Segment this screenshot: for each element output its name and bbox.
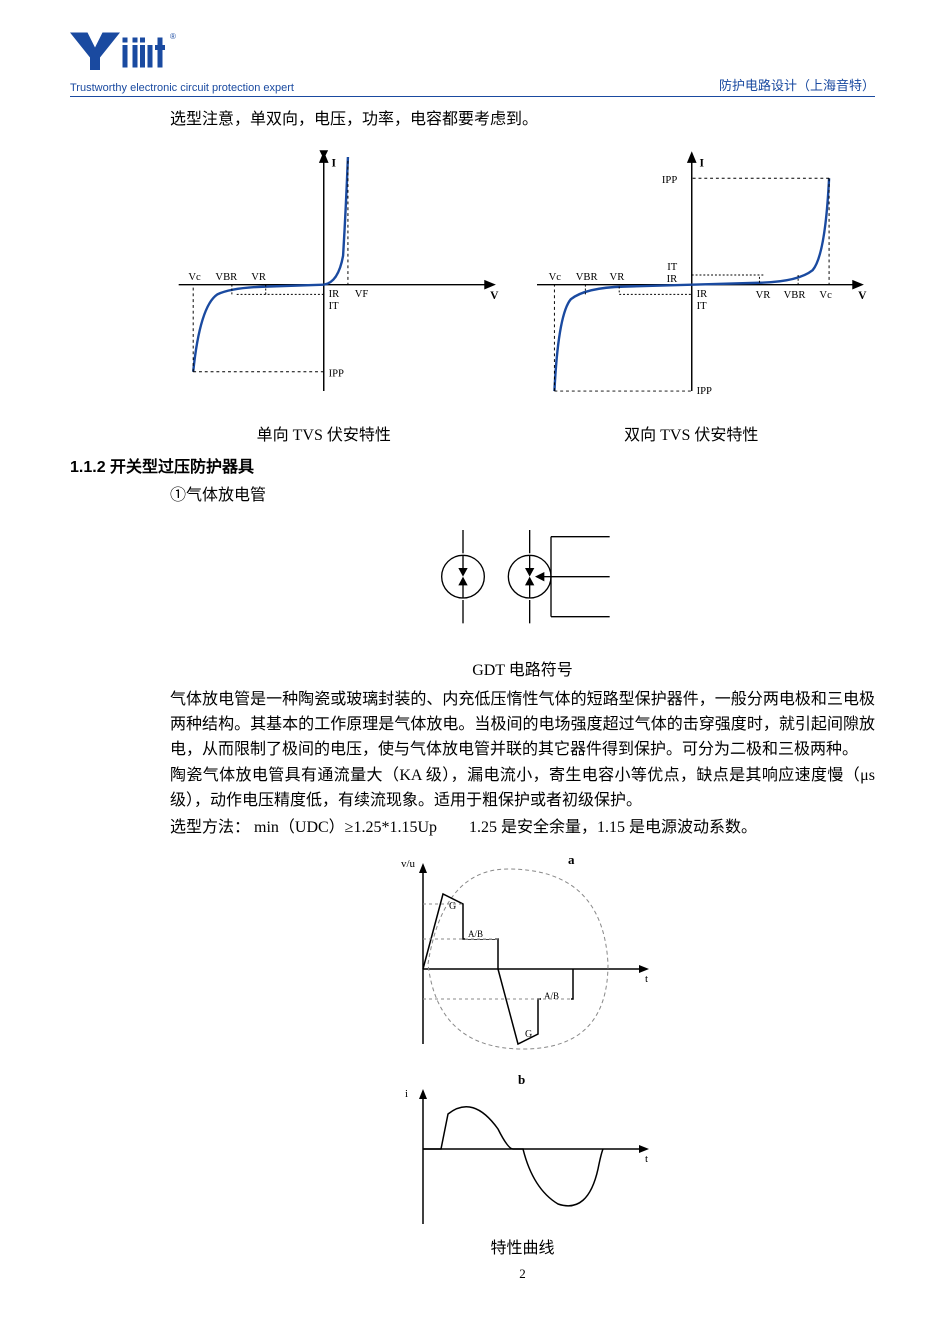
svg-text:A/B: A/B	[468, 929, 483, 939]
svg-text:v/u: v/u	[401, 858, 416, 870]
svg-text:IPP: IPP	[696, 386, 711, 397]
svg-text:I: I	[699, 157, 704, 170]
logo-tagline: Trustworthy electronic circuit protectio…	[70, 82, 294, 94]
intro-line: 选型注意，单双向，电压，功率，电容都要考虑到。	[170, 105, 875, 129]
registered-mark: ®	[170, 32, 176, 41]
svg-text:IPP: IPP	[329, 369, 344, 380]
caption-bidirectional: 双向 TVS 伏安特性	[624, 421, 758, 445]
svg-text:VR: VR	[755, 290, 771, 301]
svg-text:IR: IR	[329, 289, 341, 300]
svg-text:IT: IT	[329, 301, 340, 312]
paragraph-3: 选型方法： min（UDC）≥1.25*1.15Up 1.25 是安全余量，1.…	[170, 816, 875, 841]
svg-text:IR: IR	[666, 274, 678, 285]
p3-suffix: 1.25 是安全余量，1.15 是电源波动系数。	[469, 819, 757, 836]
characteristic-curve: a v/u t G A/B G A/B b i	[373, 849, 673, 1229]
p3-prefix: 选型方法： min（UDC）≥1.25*1.15Up	[170, 819, 437, 836]
svg-text:IT: IT	[667, 262, 678, 273]
svg-text:VBR: VBR	[215, 272, 238, 283]
svg-text:VR: VR	[609, 272, 625, 283]
yint-logo: ®	[70, 30, 190, 80]
characteristic-curve-wrap: a v/u t G A/B G A/B b i	[170, 849, 875, 1282]
curve-caption: 特性曲线	[170, 1234, 875, 1258]
logo-block: ® Trustworthy electronic circuit protect…	[70, 30, 294, 94]
svg-text:Vc: Vc	[548, 272, 561, 283]
svg-text:b: b	[518, 1072, 525, 1087]
svg-text:i: i	[405, 1088, 408, 1100]
svg-text:VBR: VBR	[575, 272, 598, 283]
svg-text:VR: VR	[251, 272, 267, 283]
tvs-bidirectional-chart: I V IPP IT IR VR VBR Vc Vc VBR VR	[508, 135, 876, 415]
svg-text:t: t	[645, 973, 648, 985]
svg-text:G: G	[525, 1029, 532, 1040]
svg-text:a: a	[568, 852, 575, 867]
section-1-1-2-heading: 1.1.2 开关型过压防护器具	[70, 453, 875, 477]
svg-text:t: t	[645, 1153, 648, 1165]
svg-text:IT: IT	[696, 301, 707, 312]
svg-text:Vc: Vc	[819, 290, 832, 301]
svg-text:V: V	[490, 289, 499, 302]
page-header: ® Trustworthy electronic circuit protect…	[70, 30, 875, 97]
tvs-charts-row: I V Vc VBR VR IR IT VF IPP	[140, 135, 875, 415]
paragraph-1: 气体放电管是一种陶瓷或玻璃封装的、内充低压惰性气体的短路型保护器件，一般分两电极…	[170, 688, 875, 762]
header-right-text: 防护电路设计（上海音特）	[719, 75, 875, 94]
svg-text:Vc: Vc	[188, 272, 201, 283]
svg-text:V: V	[858, 289, 867, 302]
page-content: 选型注意，单双向，电压，功率，电容都要考虑到。 I V	[70, 105, 875, 1282]
tvs-unidirectional-chart: I V Vc VBR VR IR IT VF IPP	[140, 135, 508, 415]
gdt-symbol-wrap	[170, 515, 875, 650]
svg-text:G: G	[449, 901, 456, 912]
caption-unidirectional: 单向 TVS 伏安特性	[257, 421, 391, 445]
svg-text:IR: IR	[696, 289, 708, 300]
subitem-gdt: ①气体放电管	[170, 481, 875, 505]
svg-text:I: I	[331, 157, 336, 170]
page-number: 2	[170, 1266, 875, 1282]
gdt-caption: GDT 电路符号	[170, 656, 875, 680]
svg-text:VF: VF	[355, 289, 369, 300]
gdt-symbol	[423, 515, 623, 645]
paragraph-2: 陶瓷气体放电管具有通流量大（KA 级），漏电流小，寄生电容小等优点，缺点是其响应…	[170, 764, 875, 814]
svg-text:VBR: VBR	[783, 290, 806, 301]
tvs-captions: 单向 TVS 伏安特性 双向 TVS 伏安特性	[140, 421, 875, 445]
svg-text:IPP: IPP	[661, 175, 676, 186]
